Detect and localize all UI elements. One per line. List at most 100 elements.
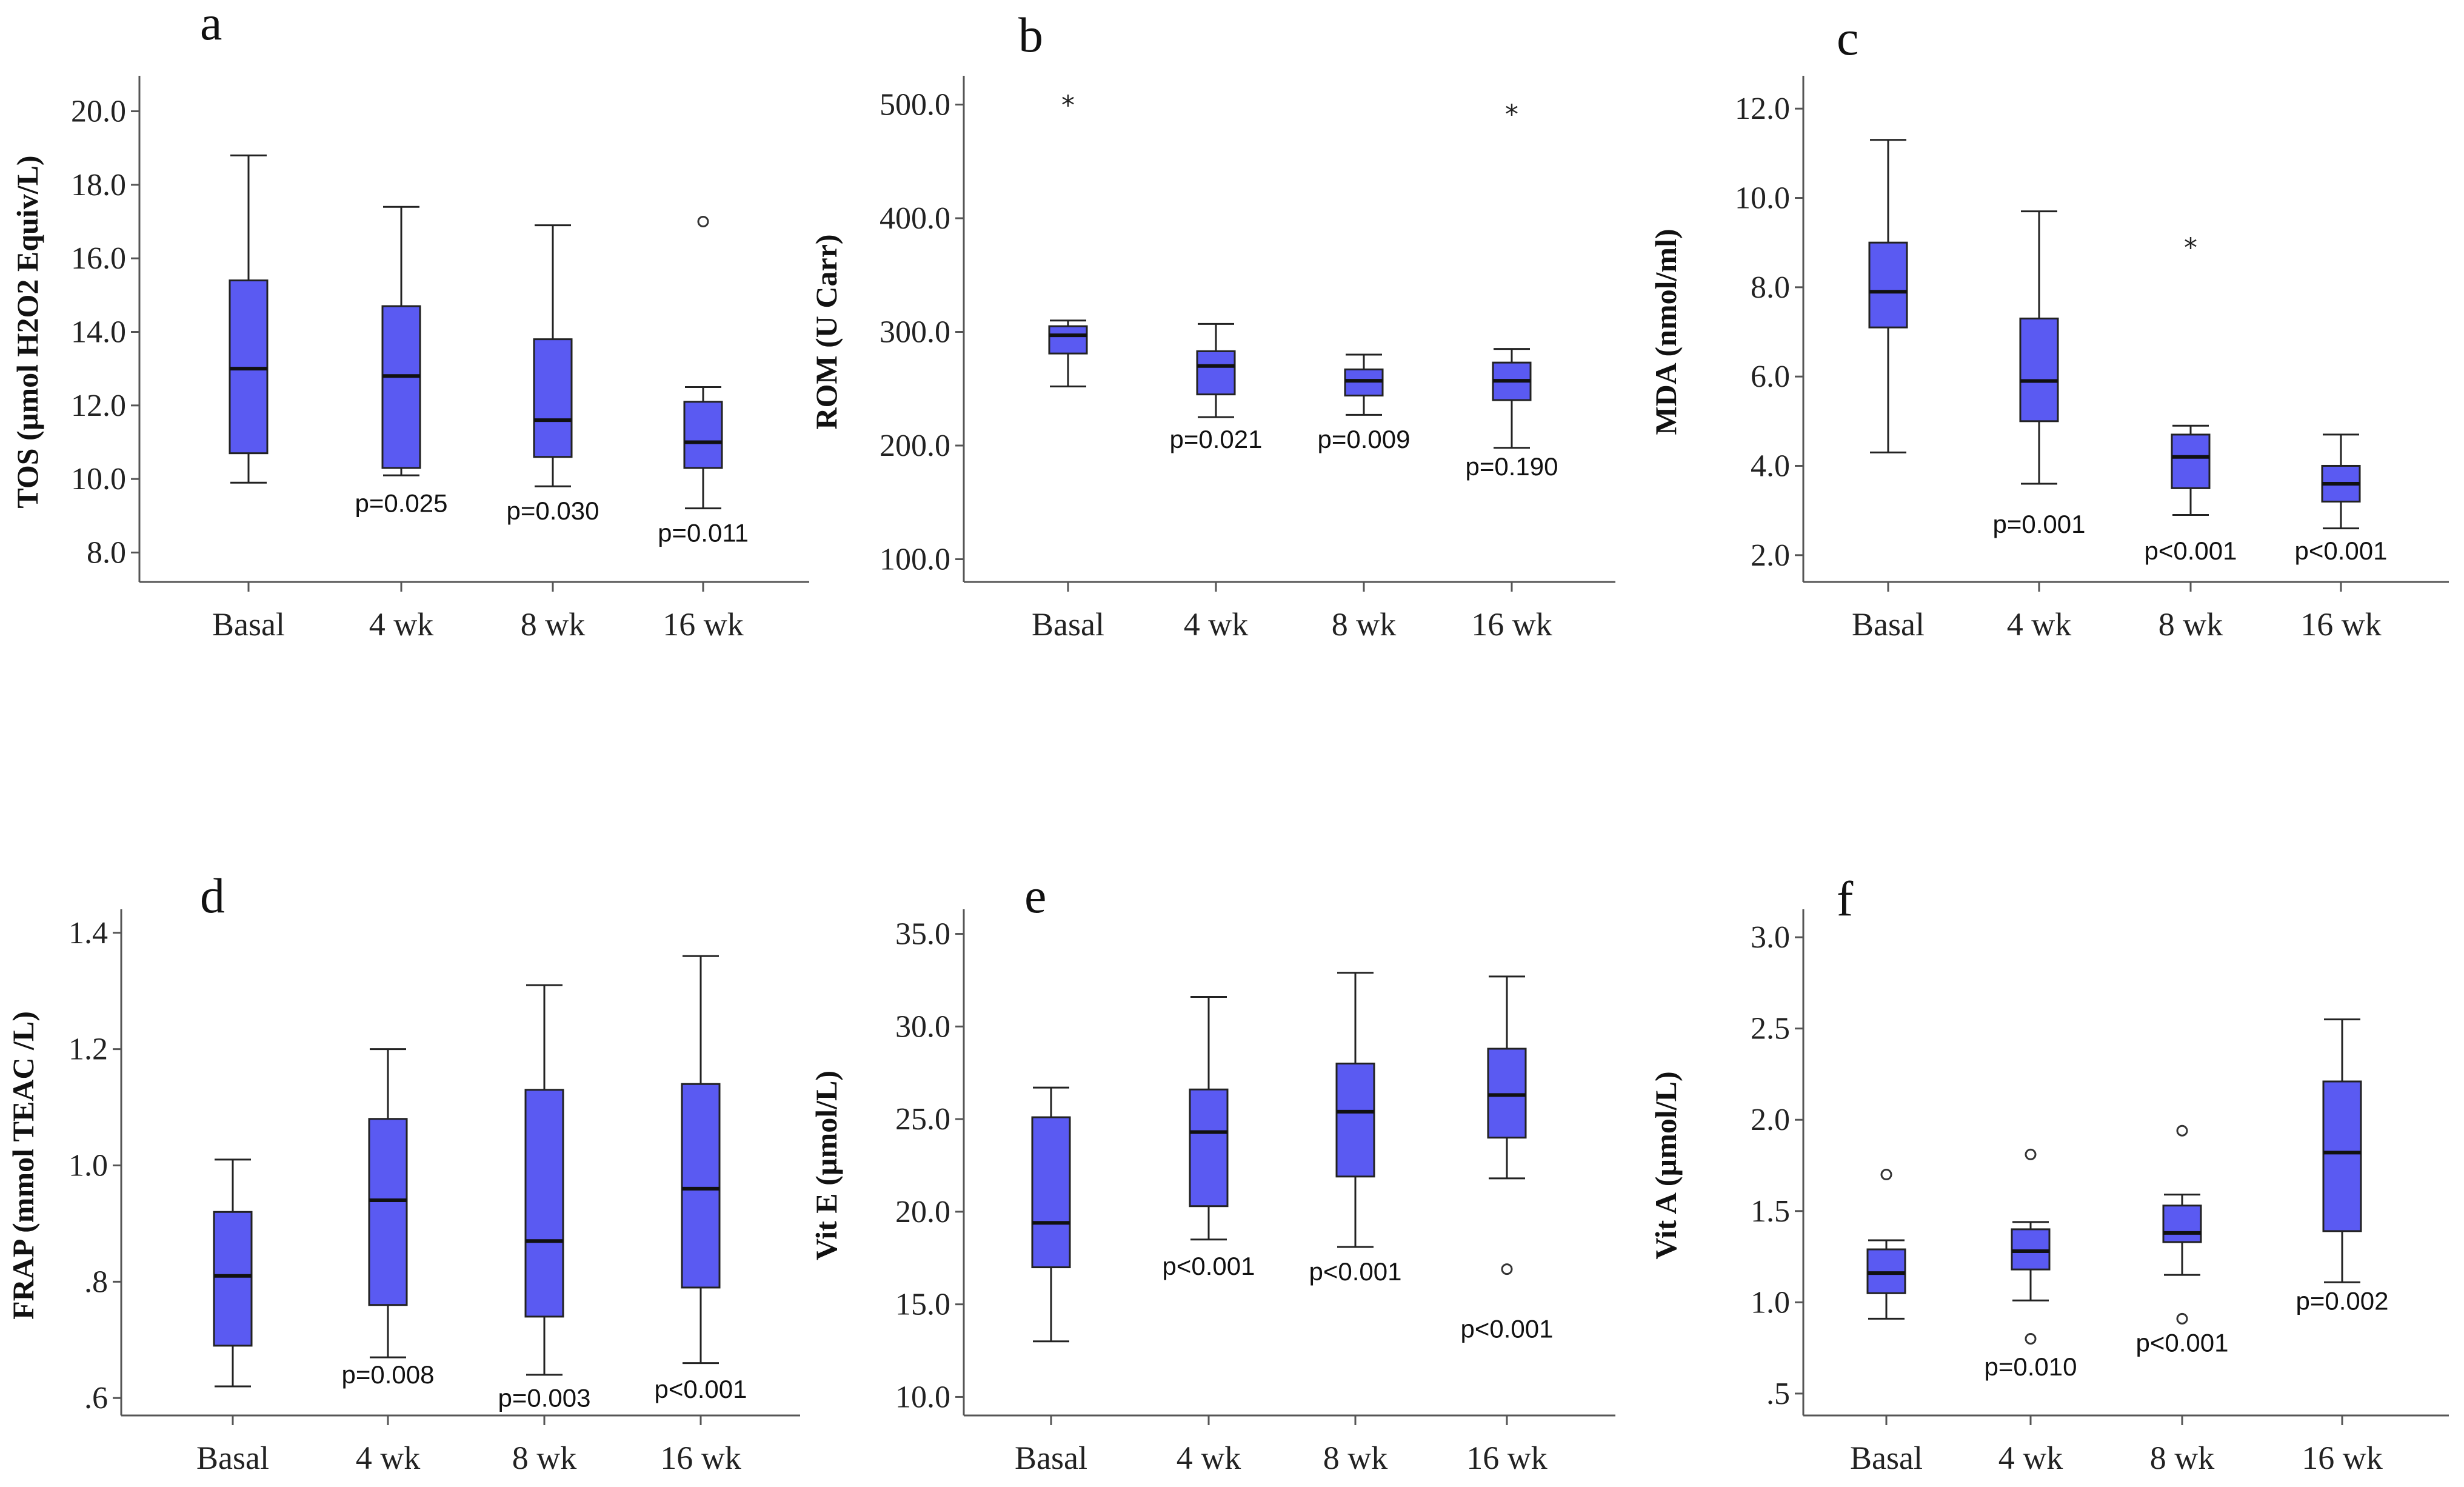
iqr-box xyxy=(1189,1088,1229,1208)
p-value-label: p<0.001 xyxy=(1461,1315,1554,1343)
p-value-label: p=0.190 xyxy=(1466,452,1558,481)
panel-letter: e xyxy=(1024,868,1046,923)
box-2: p=0.008 xyxy=(342,1048,435,1389)
x-tick-label: 16 wk xyxy=(2302,1440,2383,1476)
box-1 xyxy=(1866,1169,1906,1320)
iqr-box xyxy=(1335,1062,1375,1178)
y-tick-label: 20.0 xyxy=(71,95,126,129)
outlier-star: * xyxy=(2184,233,2197,264)
box-2: p=0.010 xyxy=(1985,1148,2077,1381)
iqr-box xyxy=(683,401,723,469)
y-axis-label: Vit A (µmol/L) xyxy=(1649,1071,1683,1259)
x-tick-label: Basal xyxy=(1852,606,1925,643)
p-value-label: p<0.001 xyxy=(1163,1252,1255,1280)
iqr-box xyxy=(2019,317,2059,423)
panel-letter: b xyxy=(1018,7,1043,62)
iqr-box xyxy=(2011,1228,2051,1271)
y-tick-label: 300.0 xyxy=(880,315,950,350)
box-4: p<0.001 xyxy=(1461,975,1554,1343)
y-tick-label: 15.0 xyxy=(895,1288,950,1322)
iqr-box xyxy=(681,1083,721,1289)
iqr-box xyxy=(2171,433,2211,489)
x-tick-label: 8 wk xyxy=(521,606,586,643)
iqr-box xyxy=(381,305,421,469)
outlier-point xyxy=(2176,1312,2188,1325)
box-4: p<0.001 xyxy=(655,955,747,1403)
y-tick-label: 1.2 xyxy=(68,1032,108,1067)
box-2: p=0.021 xyxy=(1170,322,1263,453)
y-tick-label: .6 xyxy=(84,1381,108,1415)
x-tick-label: 16 wk xyxy=(1466,1440,1548,1476)
outlier-point xyxy=(697,216,709,228)
box-3: p=0.030 xyxy=(507,224,599,525)
iqr-box xyxy=(1048,325,1088,355)
x-tick-label: 4 wk xyxy=(2007,606,2072,643)
p-value-label: p=0.021 xyxy=(1170,425,1263,453)
p-value-label: p=0.025 xyxy=(355,489,448,518)
y-tick-label: 2.0 xyxy=(1751,1103,1790,1137)
x-tick-label: 16 wk xyxy=(660,1440,741,1476)
y-tick-label: 1.5 xyxy=(1751,1194,1790,1229)
y-tick-label: 400.0 xyxy=(880,201,950,236)
chart-panel-d: .6 .8 1.0 1.2 1.4 FRAP (mmol TEAC /L) d Basal 4 … xyxy=(6,868,800,1476)
y-axis-label: TOS (µmol H2O2 Equiv/L) xyxy=(10,155,44,508)
box-2: p=0.025 xyxy=(355,206,448,518)
chart-panel-c: 2.0 4.0 6.0 8.0 10.0 12.0 MDA (nmol/ml) c Basal 4… xyxy=(1649,10,2449,643)
y-tick-label: 1.4 xyxy=(68,916,108,951)
x-tick-label: 8 wk xyxy=(2159,606,2223,643)
y-tick-label: 3.0 xyxy=(1751,920,1790,955)
p-value-label: p=0.010 xyxy=(1985,1352,2077,1381)
iqr-box xyxy=(1196,350,1236,396)
p-value-label: p=0.001 xyxy=(1993,510,2086,538)
y-tick-label: 1.0 xyxy=(68,1149,108,1183)
x-tick-label: 4 wk xyxy=(1184,606,1249,643)
outlier-point xyxy=(1501,1263,1513,1275)
y-tick-label: 18.0 xyxy=(71,168,126,202)
box-1 xyxy=(229,154,269,484)
x-tick-label: 8 wk xyxy=(512,1440,577,1476)
x-tick-label: 4 wk xyxy=(369,606,434,643)
iqr-box xyxy=(368,1118,408,1306)
box-1 xyxy=(1031,1086,1071,1343)
y-tick-label: 8.0 xyxy=(87,535,126,570)
box-1 xyxy=(213,1158,253,1388)
box-2: p<0.001 xyxy=(1163,995,1255,1280)
outlier-point xyxy=(2025,1333,2037,1345)
iqr-box xyxy=(524,1089,564,1318)
outlier-star: * xyxy=(1061,90,1075,121)
x-tick-label: Basal xyxy=(212,606,285,643)
y-tick-label: 200.0 xyxy=(880,429,950,463)
box-4: p=0.011 xyxy=(658,216,749,547)
p-value-label: p<0.001 xyxy=(2136,1329,2229,1357)
panel-letter: f xyxy=(1837,871,1854,926)
box-3: p<0.001 xyxy=(2136,1124,2229,1357)
box-4: p<0.001 xyxy=(2295,433,2388,565)
y-axis-label: Vit E (µmol/L) xyxy=(809,1071,843,1260)
y-tick-label: 4.0 xyxy=(1751,449,1790,483)
iqr-box xyxy=(1031,1116,1071,1269)
box-2: p=0.001 xyxy=(1993,210,2086,538)
x-tick-label: 4 wk xyxy=(1177,1440,1241,1476)
iqr-box xyxy=(2322,1080,2362,1232)
x-tick-label: 16 wk xyxy=(663,606,744,643)
y-tick-label: 100.0 xyxy=(880,543,950,577)
p-value-label: p=0.002 xyxy=(2296,1286,2389,1315)
x-tick-label: 16 wk xyxy=(2300,606,2382,643)
box-3: * p<0.001 xyxy=(2145,233,2237,566)
chart-panel-e: 10.0 15.0 20.0 25.0 30.0 35.0 Vit E (µmol/L) e B… xyxy=(809,868,1615,1476)
y-tick-label: 8.0 xyxy=(1751,270,1790,305)
iqr-box xyxy=(213,1211,253,1347)
p-value-label: p=0.030 xyxy=(507,496,599,525)
y-tick-label: 25.0 xyxy=(895,1102,950,1137)
iqr-box xyxy=(1487,1048,1527,1139)
x-tick-label: 4 wk xyxy=(1998,1440,2063,1476)
box-3: p<0.001 xyxy=(1309,972,1402,1286)
y-tick-label: 12.0 xyxy=(71,389,126,423)
p-value-label: p=0.011 xyxy=(658,518,749,547)
box-4: p=0.002 xyxy=(2296,1018,2389,1315)
y-tick-label: 16.0 xyxy=(71,241,126,276)
iqr-box xyxy=(229,279,269,455)
panel-letter: d xyxy=(200,868,225,923)
chart-panel-f: .5 1.0 1.5 2.0 2.5 3.0 Vit A (µmol/L) f Basal 4 w… xyxy=(1649,871,2449,1476)
y-axis-label: MDA (nmol/ml) xyxy=(1649,229,1683,435)
